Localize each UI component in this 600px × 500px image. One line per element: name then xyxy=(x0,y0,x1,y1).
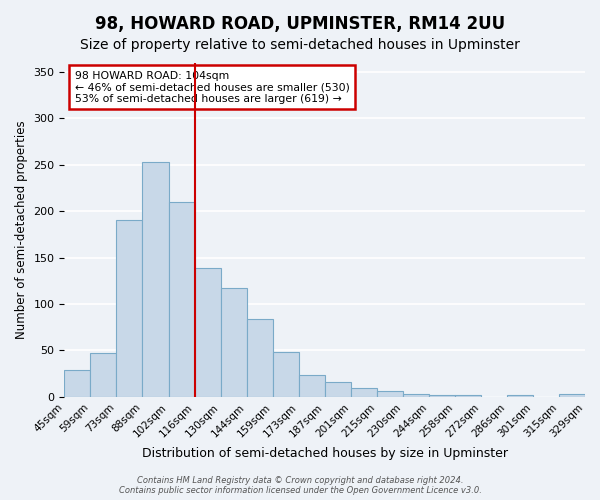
Bar xyxy=(142,162,169,397)
Text: Size of property relative to semi-detached houses in Upminster: Size of property relative to semi-detach… xyxy=(80,38,520,52)
Bar xyxy=(116,220,142,397)
Text: 98, HOWARD ROAD, UPMINSTER, RM14 2UU: 98, HOWARD ROAD, UPMINSTER, RM14 2UU xyxy=(95,15,505,33)
Bar xyxy=(429,395,455,397)
Bar xyxy=(64,370,91,397)
Bar xyxy=(169,202,194,397)
Bar xyxy=(194,268,221,397)
Text: 98 HOWARD ROAD: 104sqm
← 46% of semi-detached houses are smaller (530)
53% of se: 98 HOWARD ROAD: 104sqm ← 46% of semi-det… xyxy=(75,71,350,104)
Bar xyxy=(325,382,351,397)
Text: Contains HM Land Registry data © Crown copyright and database right 2024.
Contai: Contains HM Land Registry data © Crown c… xyxy=(119,476,481,495)
Bar xyxy=(272,352,299,397)
Bar xyxy=(559,394,585,397)
Bar xyxy=(455,395,481,397)
X-axis label: Distribution of semi-detached houses by size in Upminster: Distribution of semi-detached houses by … xyxy=(142,447,508,460)
Bar xyxy=(299,374,325,397)
Bar xyxy=(91,354,116,397)
Bar xyxy=(351,388,377,397)
Bar xyxy=(221,288,247,397)
Y-axis label: Number of semi-detached properties: Number of semi-detached properties xyxy=(15,120,28,339)
Bar xyxy=(377,392,403,397)
Bar xyxy=(507,395,533,397)
Bar xyxy=(247,319,272,397)
Bar xyxy=(403,394,429,397)
